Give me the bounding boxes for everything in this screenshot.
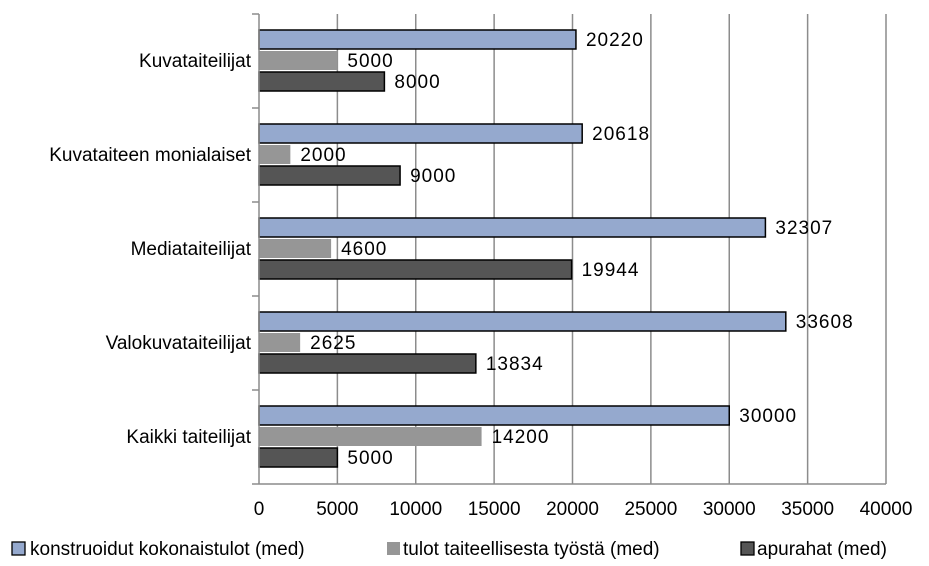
bar [259,145,291,164]
x-tick-label: 0 [254,499,265,520]
legend-label: tulot taiteellisesta työstä (med) [403,539,660,560]
bar [259,333,301,352]
data-label: 2000 [300,145,346,166]
bar [258,123,583,144]
data-label: 20618 [592,124,650,145]
x-tick-label: 15000 [468,499,521,520]
legend-swatch [11,541,26,556]
x-tick-label: 30000 [703,499,756,520]
bar [258,29,577,50]
data-label: 32307 [775,218,833,239]
bar [259,239,332,258]
bar [259,427,482,446]
grid-lines [336,14,887,484]
bar [258,447,339,468]
data-label: 5000 [347,51,393,72]
legend-label: konstruoidut kokonaistulot (med) [30,539,305,560]
category-label: Kuvataiteilijat [139,51,252,72]
legend-swatch [387,542,400,555]
axes: Kuvataiteilijat Kuvataiteen monialaiset Me… [49,13,913,520]
bar [258,217,767,238]
legend-label: apurahat (med) [757,539,887,560]
category-label: Mediataiteilijat [131,239,252,260]
bar [258,259,573,280]
x-tick-label: 10000 [389,499,442,520]
legend: konstruoidut kokonaistulot (med) tulot ta… [11,539,887,560]
data-label: 9000 [410,166,456,187]
data-label: 13834 [486,354,544,375]
data-label: 2625 [310,333,356,354]
data-label: 19944 [582,260,640,281]
category-label: Valokuvataiteilijat [106,333,252,354]
x-tick-label: 35000 [781,499,834,520]
data-label: 4600 [341,239,387,260]
x-tick-label: 25000 [624,499,677,520]
data-label: 30000 [739,406,797,427]
category-label: Kuvataiteen monialaiset [49,145,251,166]
data-label: 5000 [347,448,393,469]
legend-swatch [740,541,755,556]
bar [258,165,401,186]
x-tick-label: 5000 [316,499,358,520]
bar [258,405,730,426]
bar [258,71,386,92]
data-label: 33608 [796,312,854,333]
category-label: Kaikki taiteilijat [126,427,251,448]
bar [259,51,338,70]
x-tick-label: 20000 [546,499,599,520]
bar [258,311,787,332]
bars: 2022050008000206182000900032307460019944… [258,29,854,469]
bar [258,353,477,374]
x-tick-label: 40000 [860,499,913,520]
data-label: 8000 [394,72,440,93]
data-label: 20220 [586,30,644,51]
data-label: 14200 [492,427,550,448]
